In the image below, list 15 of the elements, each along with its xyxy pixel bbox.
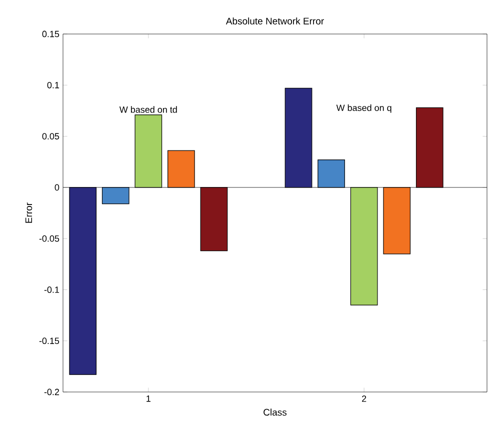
x-axis-title: Class [264,408,287,416]
y-tick-label: -0.1 [44,286,60,293]
x-tick-label: 1 [146,396,150,402]
y-tick-label: -0.05 [39,235,60,242]
y-tick-label: -0.15 [39,338,60,344]
y-tick-label: 0.05 [42,133,60,140]
y-tick-label: 0.15 [42,30,60,38]
y-tick-label: 0 [54,184,60,191]
chart-title: Absolute Network Error [226,17,324,24]
annotation: W based on q [336,104,392,113]
y-tick-label: -0.2 [44,388,60,396]
annotation: W based on td [119,106,177,113]
x-tick-label: 2 [362,396,366,402]
y-axis-title: Error [25,202,32,223]
y-tick-label: 0.1 [47,82,60,88]
